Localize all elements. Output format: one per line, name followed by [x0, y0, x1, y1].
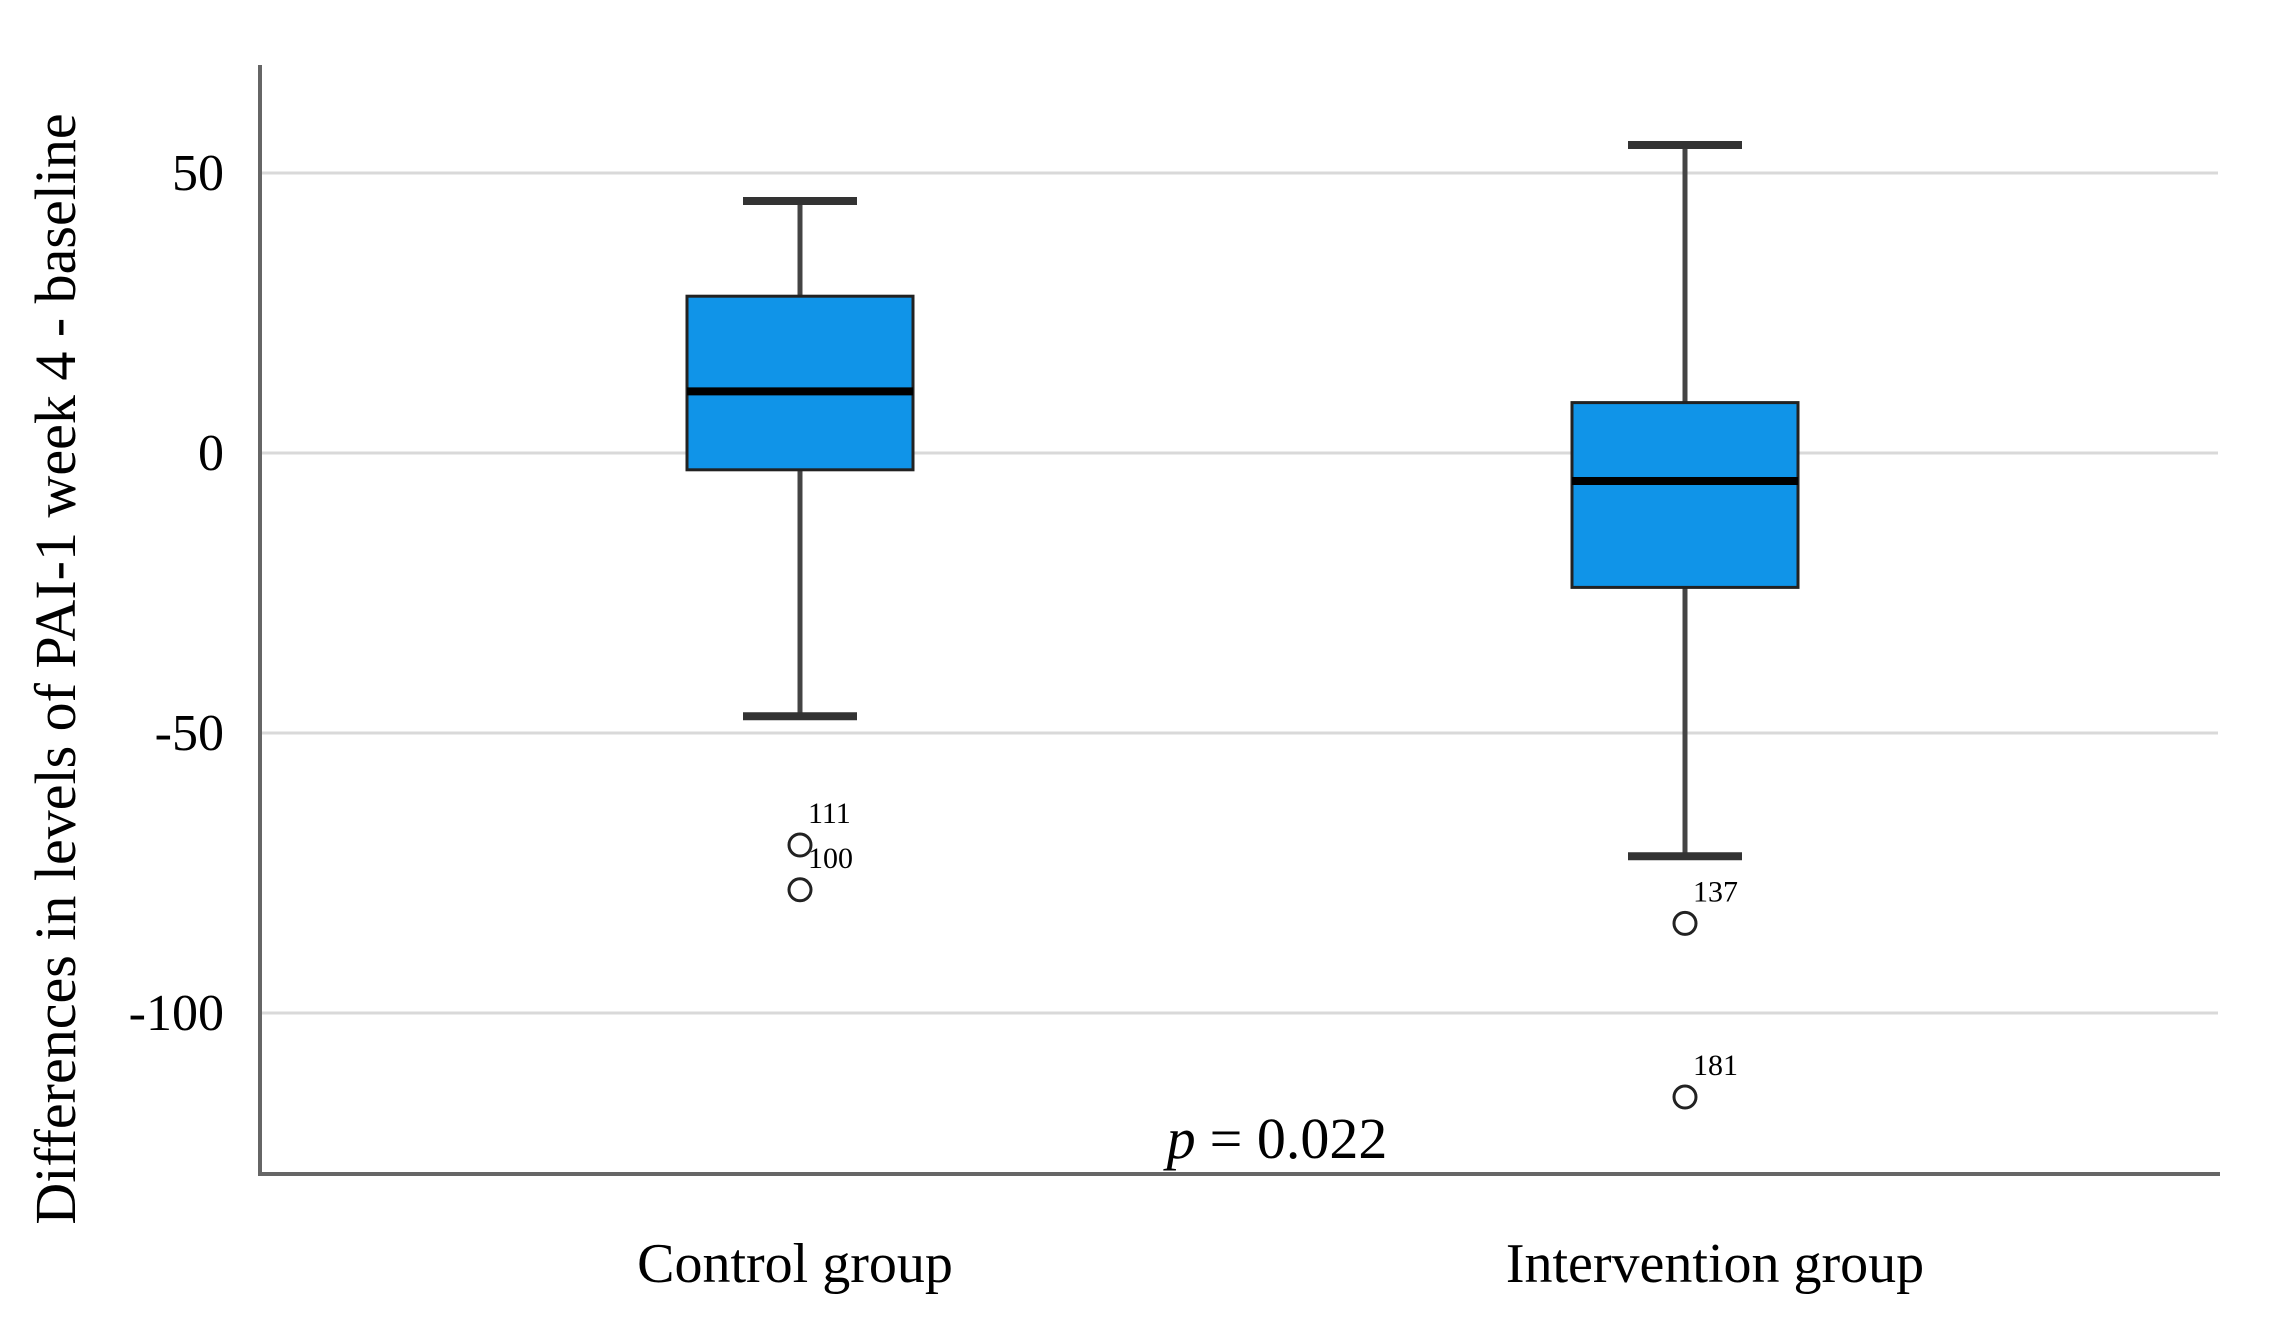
y-tick-label-minus100: -100	[129, 985, 224, 1042]
x-category-label-intervention: Intervention group	[1506, 1233, 1924, 1295]
y-tick-label-minus50: -50	[155, 705, 224, 762]
p-value-annotation: p = 0.022	[1163, 1106, 1388, 1171]
y-axis-title: Differences in levels of PAI-1 week 4 - …	[23, 113, 88, 1224]
outlier-label-111: 111	[808, 797, 851, 830]
y-tick-label-0: 0	[198, 425, 224, 482]
p-value-text: = 0.022	[1210, 1106, 1388, 1171]
outlier-point-137	[1672, 910, 1698, 936]
iqr-box-intervention-group	[1570, 401, 1800, 589]
outlier-label-137: 137	[1693, 875, 1738, 908]
outlier-point-111	[787, 832, 813, 858]
boxplot-intervention-group	[1570, 141, 1800, 1110]
outlier-label-181: 181	[1693, 1049, 1738, 1082]
p-symbol: p	[1163, 1106, 1196, 1171]
box-whisker-glyphs	[685, 141, 1800, 1110]
outlier-point-181	[1672, 1084, 1698, 1110]
outlier-label-100: 100	[808, 842, 853, 875]
y-tick-label-50: 50	[172, 145, 224, 202]
iqr-box-control-group	[685, 294, 915, 472]
x-category-label-control: Control group	[637, 1233, 953, 1295]
outlier-point-100	[787, 877, 813, 903]
gridlines	[262, 171, 2218, 1015]
boxplot-control-group	[685, 197, 915, 903]
